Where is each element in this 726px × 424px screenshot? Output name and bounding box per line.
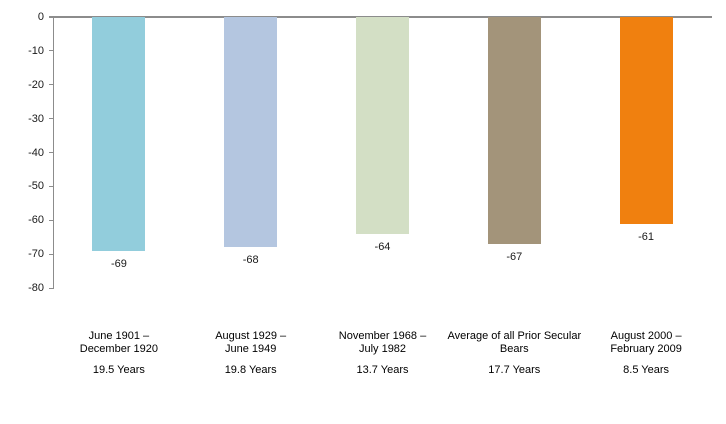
y-axis-tick-label: -10 <box>28 44 44 57</box>
y-axis-tick <box>49 253 54 255</box>
duration-label: 8.5 Years <box>623 364 670 376</box>
plot-area: -69 -68 -64 -67 -61 <box>53 17 712 288</box>
category-label-line: July 1982 <box>358 343 407 355</box>
y-axis-tick <box>49 185 54 187</box>
y-axis-tick-label: -20 <box>28 78 44 91</box>
category-label-line: February 2009 <box>610 343 682 355</box>
duration-label: 17.7 Years <box>488 364 541 376</box>
y-axis-tick <box>49 16 54 18</box>
bar-value-label: -67 <box>506 251 523 263</box>
y-axis-tick <box>49 118 54 120</box>
bar-value-label: -61 <box>638 231 655 243</box>
bar-5 <box>620 17 673 224</box>
y-axis-tick-label: -30 <box>28 112 44 125</box>
bar-value-label: -68 <box>242 254 259 266</box>
y-axis-line <box>53 17 54 289</box>
bar-2 <box>224 17 277 247</box>
bar-1 <box>92 17 145 251</box>
duration-label: 19.8 Years <box>224 364 277 376</box>
y-axis-tick <box>49 50 54 52</box>
bar-4 <box>488 17 541 244</box>
y-axis-tick <box>49 84 54 86</box>
category-label-line: Average of all Prior Secular <box>447 330 582 342</box>
y-axis-tick-label: 0 <box>37 11 44 23</box>
category-label-line: August 2000 – <box>610 330 682 342</box>
duration-label: 13.7 Years <box>356 364 409 376</box>
category-label-line: August 1929 – <box>215 330 287 342</box>
y-axis-tick-label: -70 <box>28 248 44 261</box>
bar-value-label: -69 <box>110 258 127 270</box>
y-axis-tick <box>49 219 54 221</box>
bar-value-label: -64 <box>374 241 391 253</box>
y-axis-tick <box>49 152 54 153</box>
category-label: August 1929 – June 1949 <box>171 330 331 356</box>
y-axis-tick-label: -80 <box>28 282 44 294</box>
category-label: November 1968 – July 1982 <box>303 330 463 356</box>
category-label: August 2000 – February 2009 <box>566 330 726 356</box>
category-label: June 1901 – December 1920 <box>39 330 199 356</box>
duration-label: 19.5 Years <box>92 364 145 376</box>
y-axis-tick-label: -60 <box>28 214 44 227</box>
category-label: Average of all Prior Secular Bears <box>434 330 594 356</box>
category-label-line: Bears <box>499 343 529 355</box>
category-label-line: June 1901 – <box>88 330 150 342</box>
category-label-line: December 1920 <box>79 343 159 355</box>
y-axis-tick-label: -50 <box>28 180 44 193</box>
bar-3 <box>356 17 409 234</box>
y-axis-tick-label: -40 <box>28 146 44 159</box>
y-axis-tick <box>49 287 54 289</box>
category-label-line: June 1949 <box>224 343 277 355</box>
category-label-line: November 1968 – <box>338 330 427 342</box>
